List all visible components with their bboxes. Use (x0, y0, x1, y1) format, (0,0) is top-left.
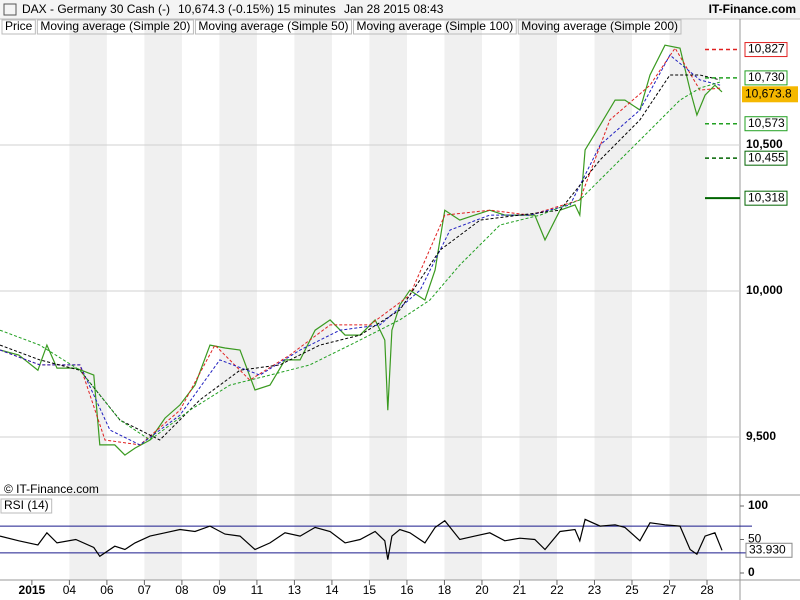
day-band (294, 20, 332, 580)
legend-box (353, 19, 517, 35)
series-line (0, 54, 721, 446)
x-tick-label: 18 (438, 583, 452, 597)
day-band (219, 20, 257, 580)
level-label: 10,730 (748, 70, 785, 84)
x-tick-label: 28 (700, 583, 714, 597)
day-band (144, 20, 182, 580)
day-band (369, 20, 407, 580)
level-box (744, 190, 788, 206)
x-tick-label: 08 (175, 583, 189, 597)
rsi-current-label: 33.930 (749, 542, 786, 556)
x-tick-label: 25 (625, 583, 639, 597)
day-bands (69, 20, 707, 580)
legend-box (36, 19, 194, 35)
x-tick-label: 13 (288, 583, 302, 597)
quote: 10,674.3 (-0.15%) (178, 2, 274, 16)
legend-box (1, 19, 36, 35)
x-tick-label: 04 (63, 583, 77, 597)
series-line (0, 81, 721, 441)
y-tick-label: 100 (748, 498, 768, 512)
x-tick-label: 15 (363, 583, 377, 597)
y-tick-label: 0 (748, 565, 755, 579)
x-tick-label: 07 (138, 583, 152, 597)
legend-box (0, 498, 53, 514)
y-tick-label: 10,500 (746, 137, 783, 151)
legend-entry: Moving average (Simple 50) (198, 19, 348, 33)
x-tick-label: 11 (251, 583, 264, 597)
day-band (669, 20, 707, 580)
current-price-label: 10,673.8 (745, 86, 792, 100)
source: IT-Finance.com (709, 2, 796, 16)
current-price-box (742, 86, 798, 103)
copyright: © IT-Finance.com (4, 482, 99, 496)
day-band (69, 20, 107, 580)
y-tick-label: 9,500 (746, 429, 776, 443)
legend-entry: Moving average (Simple 20) (40, 19, 190, 33)
level-box (744, 42, 788, 58)
legend-entry: Price (5, 19, 33, 33)
legend-entry: RSI (14) (4, 498, 49, 512)
series-line (0, 518, 723, 560)
day-band (444, 20, 482, 580)
x-tick-label: 06 (100, 583, 114, 597)
series-line (0, 47, 721, 446)
level-label: 10,573 (748, 116, 785, 130)
rsi-current-box (745, 542, 793, 558)
x-tick-label: 16 (400, 583, 414, 597)
level-label: 10,318 (748, 190, 785, 204)
level-box (744, 70, 788, 86)
timestamp: Jan 28 2015 08:43 (344, 2, 444, 16)
x-tick-label: 14 (325, 583, 339, 597)
level-box (744, 150, 788, 166)
interval: 15 minutes (277, 2, 336, 16)
level-label: 10,455 (748, 150, 785, 164)
x-tick-label: 20 (475, 583, 489, 597)
x-tick-label: 21 (513, 583, 527, 597)
series-line (0, 44, 723, 456)
day-band (519, 20, 557, 580)
x-tick-label: 09 (213, 583, 227, 597)
x-tick-label: 2015 (19, 583, 46, 597)
legend-entry: Moving average (Simple 200) (521, 19, 678, 33)
series-line (0, 74, 721, 441)
chart-title: DAX - Germany 30 Cash (-) (22, 2, 170, 16)
level-box (744, 116, 788, 132)
legend-box (517, 19, 682, 35)
chart-icon[interactable] (3, 3, 17, 16)
level-label: 10,827 (748, 42, 785, 56)
legend-box (194, 19, 352, 35)
x-tick-label: 22 (550, 583, 564, 597)
x-tick-label: 23 (588, 583, 602, 597)
x-tick-label: 27 (663, 583, 677, 597)
day-band (594, 20, 632, 580)
y-tick-label: 10,000 (746, 283, 783, 297)
legend-entry: Moving average (Simple 100) (357, 19, 514, 33)
y-tick-label: 50 (748, 532, 762, 546)
header-bar (0, 0, 800, 19)
